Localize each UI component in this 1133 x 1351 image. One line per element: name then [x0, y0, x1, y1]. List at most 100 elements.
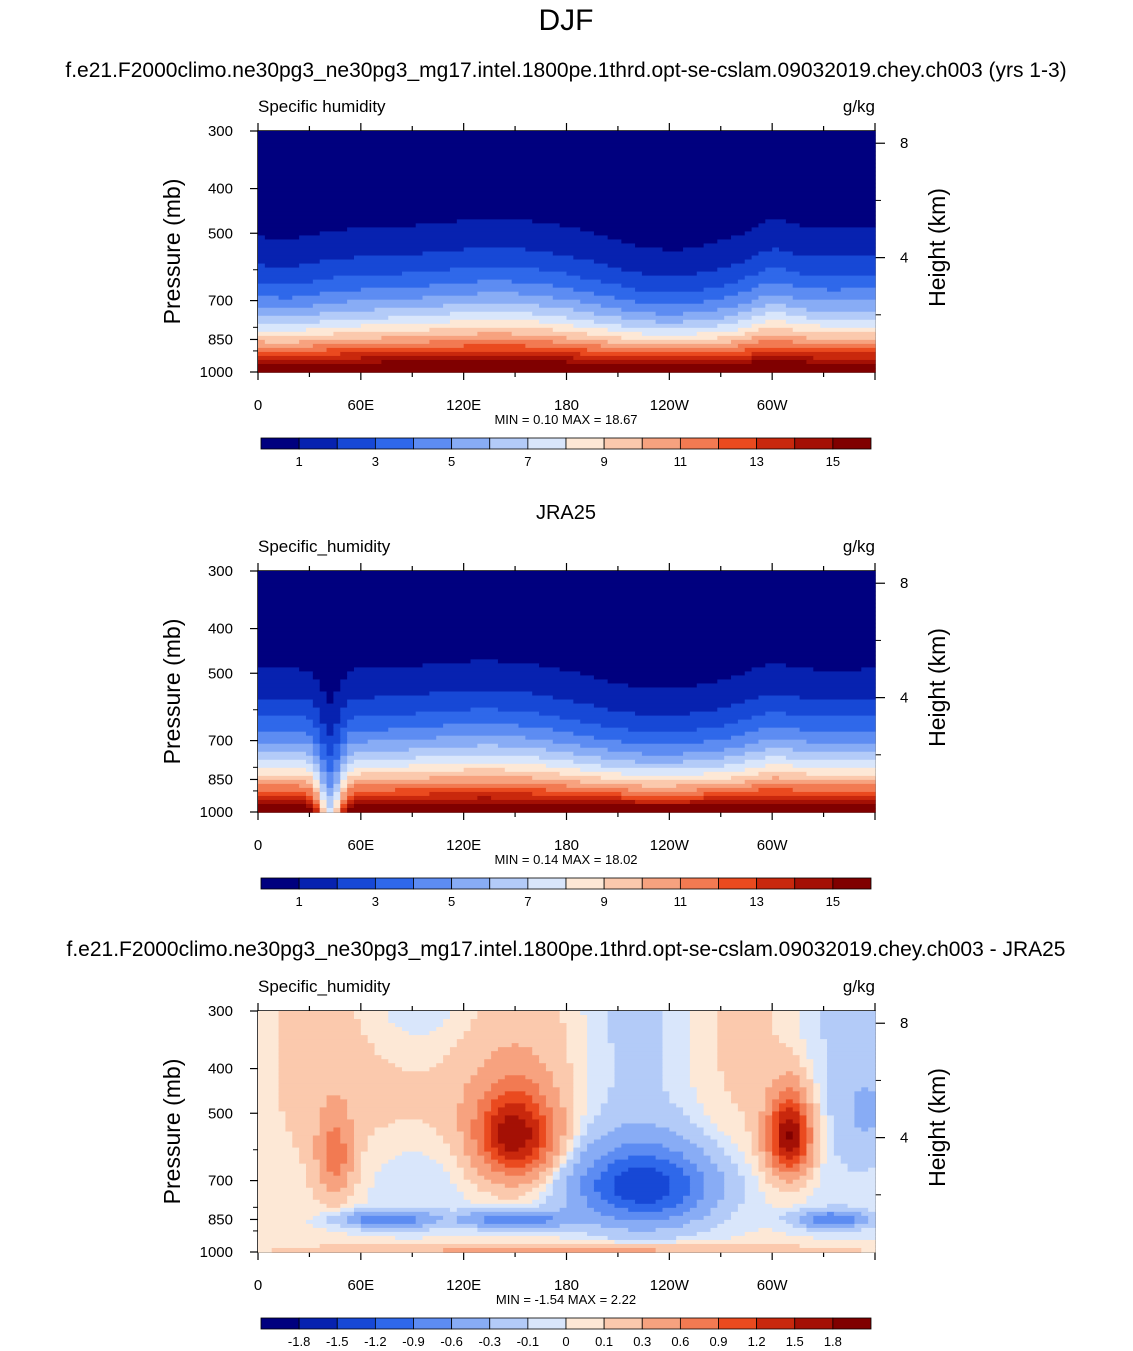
field-cell — [621, 1195, 664, 1201]
field-cell — [669, 1215, 705, 1221]
field-cell — [511, 279, 602, 285]
field-cell — [737, 291, 876, 297]
field-cell — [347, 671, 581, 677]
field-cell — [326, 695, 335, 701]
field-cell — [497, 1135, 533, 1141]
field-cell — [635, 711, 691, 717]
colorbar-label: 7 — [524, 454, 531, 469]
field-cell — [580, 767, 746, 773]
field-cell — [744, 743, 876, 749]
field-cell — [772, 1159, 780, 1165]
field-cell — [374, 1183, 458, 1189]
field-cell — [504, 1147, 520, 1153]
field-cell — [539, 663, 766, 668]
field-cell — [319, 715, 341, 721]
field-cell — [587, 1099, 609, 1104]
field-cell — [580, 275, 746, 281]
field-cell — [552, 1187, 568, 1193]
field-cell — [497, 1195, 520, 1201]
field-cell — [580, 743, 746, 749]
field-cell — [813, 1071, 828, 1076]
field-cell — [319, 311, 451, 317]
field-cell — [566, 1027, 588, 1032]
field-cell — [772, 1171, 808, 1177]
field-cell — [737, 1203, 773, 1209]
field-cell — [785, 711, 876, 717]
field-cell — [779, 1155, 787, 1161]
field-cell — [772, 1155, 780, 1161]
field-cell — [635, 287, 705, 293]
units-label: g/kg — [843, 537, 875, 556]
units-label: g/kg — [843, 97, 875, 116]
field-cell — [717, 1011, 773, 1016]
field-cell — [806, 1091, 814, 1096]
field-cell — [545, 1123, 554, 1129]
field-cell — [559, 1159, 568, 1165]
field-cell — [683, 1107, 705, 1113]
field-cell — [552, 1183, 568, 1189]
field-cell — [525, 1075, 554, 1080]
x-tick-label: 120E — [446, 1277, 481, 1294]
x-tick-label: 120E — [446, 837, 481, 854]
field-cell — [751, 323, 821, 329]
field-cell — [635, 299, 705, 305]
field-cell — [559, 715, 753, 721]
field-cell — [545, 1095, 561, 1100]
field-cell — [326, 1187, 341, 1193]
field-cell — [477, 291, 520, 297]
field-cell — [333, 731, 341, 737]
field-cell — [600, 1155, 629, 1161]
field-cell — [772, 1079, 801, 1084]
field-cell — [312, 1215, 328, 1221]
field-cell — [820, 1095, 828, 1100]
field-cell — [258, 1195, 314, 1201]
field-cell — [779, 247, 876, 253]
field-cell — [737, 1167, 753, 1173]
field-cell — [607, 1087, 664, 1092]
field-cell — [621, 307, 718, 313]
field-cell — [827, 1203, 849, 1209]
field-cell — [772, 1123, 780, 1129]
field-cell — [477, 1183, 506, 1189]
field-cell — [258, 283, 430, 289]
field-cell — [333, 775, 341, 781]
field-cell — [347, 771, 362, 777]
field-cell — [539, 1127, 547, 1133]
field-cell — [669, 1159, 691, 1165]
field-cell — [587, 331, 643, 337]
field-cell — [813, 1235, 876, 1241]
field-cell — [717, 1059, 801, 1064]
field-cell — [785, 1107, 794, 1113]
field-cell — [724, 1183, 746, 1189]
field-cell — [689, 1055, 718, 1060]
field-cell — [258, 219, 458, 224]
field-cell — [813, 1115, 821, 1121]
field-cell — [532, 1159, 547, 1165]
field-cell — [703, 1151, 725, 1157]
field-cell — [614, 1063, 664, 1068]
field-cell — [497, 1111, 533, 1117]
field-cell — [820, 1155, 828, 1161]
field-cell — [772, 1099, 787, 1104]
field-cell — [477, 1223, 561, 1229]
field-cell — [587, 1231, 698, 1237]
field-cell — [689, 1183, 705, 1189]
field-cell — [532, 1115, 547, 1121]
field-cell — [326, 1215, 348, 1221]
panel-title: f.e21.F2000climo.ne30pg3_ne30pg3_mg17.in… — [65, 59, 1066, 82]
field-cell — [258, 1135, 293, 1141]
field-cell — [765, 267, 787, 273]
field-cell — [258, 599, 876, 604]
field-cell — [785, 1155, 794, 1161]
field-cell — [388, 1123, 430, 1129]
field-cell — [813, 1147, 821, 1153]
field-cell — [662, 1075, 691, 1080]
field-cell — [443, 1247, 657, 1253]
field-cell — [724, 1079, 773, 1084]
field-cell — [532, 1131, 540, 1137]
field-cell — [861, 667, 876, 673]
field-cell — [258, 195, 876, 200]
field-cell — [751, 667, 814, 673]
colorbar-label: 5 — [448, 454, 455, 469]
field-cell — [258, 1187, 314, 1193]
